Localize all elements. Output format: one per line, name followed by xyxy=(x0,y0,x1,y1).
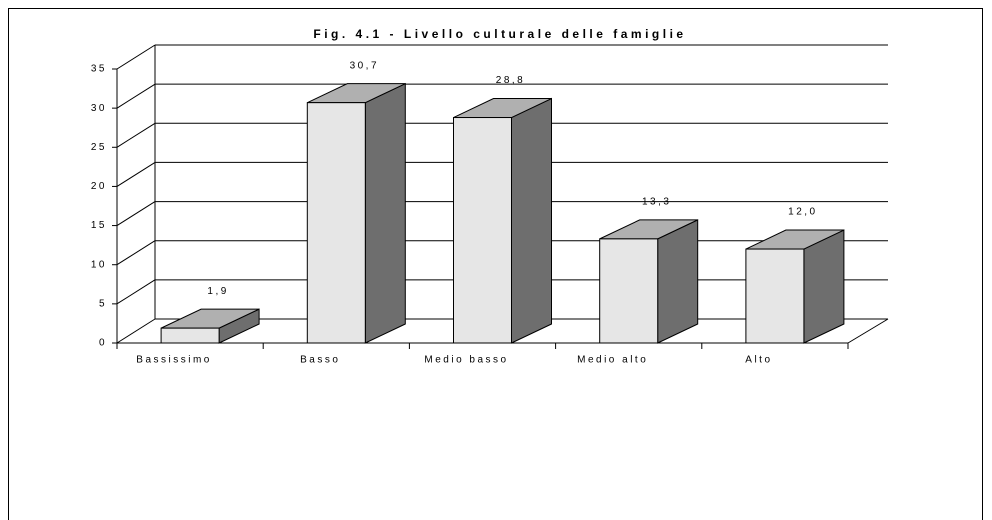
bar xyxy=(160,327,220,344)
y-tick-label: 35 xyxy=(91,64,107,75)
grid-diagonal xyxy=(116,240,156,266)
value-label: 13,3 xyxy=(642,197,671,208)
bar xyxy=(745,248,805,344)
bar xyxy=(453,117,512,344)
x-tick-label: Alto xyxy=(745,355,772,366)
value-label: 12,0 xyxy=(788,207,817,218)
bar-side xyxy=(803,229,845,344)
y-tick-label: 0 xyxy=(99,338,107,349)
value-label: 30,7 xyxy=(350,60,379,71)
value-label: 1,9 xyxy=(207,286,228,297)
grid-diagonal xyxy=(116,83,156,109)
x-tick-label: Basso xyxy=(300,355,340,366)
grid-diagonal xyxy=(116,279,156,305)
y-tick-label: 20 xyxy=(91,181,107,192)
bar xyxy=(599,238,659,344)
value-label: 28,8 xyxy=(496,75,525,86)
grid-diagonal xyxy=(116,122,156,148)
y-tick-label: 25 xyxy=(91,142,107,153)
chart-title: Fig. 4.1 - Livello culturale delle famig… xyxy=(313,27,686,41)
grid-diagonal xyxy=(116,162,156,187)
x-tick-label: Medio basso xyxy=(424,355,508,366)
grid-diagonal xyxy=(116,44,156,70)
bar-side xyxy=(657,219,699,344)
bar-side xyxy=(511,97,552,344)
y-tick-label: 30 xyxy=(91,103,107,114)
y-tick-label: 5 xyxy=(99,298,107,309)
x-tick-label: Medio alto xyxy=(577,355,648,366)
grid-diagonal xyxy=(116,201,156,226)
y-tick-label: 10 xyxy=(91,259,107,270)
x-tick-label: Bassissimo xyxy=(136,355,212,366)
y-tick-label: 15 xyxy=(91,220,107,231)
bar xyxy=(306,102,366,344)
floor-back-edge xyxy=(847,318,889,344)
bar-side xyxy=(364,82,406,344)
grid-diagonal xyxy=(116,318,156,344)
